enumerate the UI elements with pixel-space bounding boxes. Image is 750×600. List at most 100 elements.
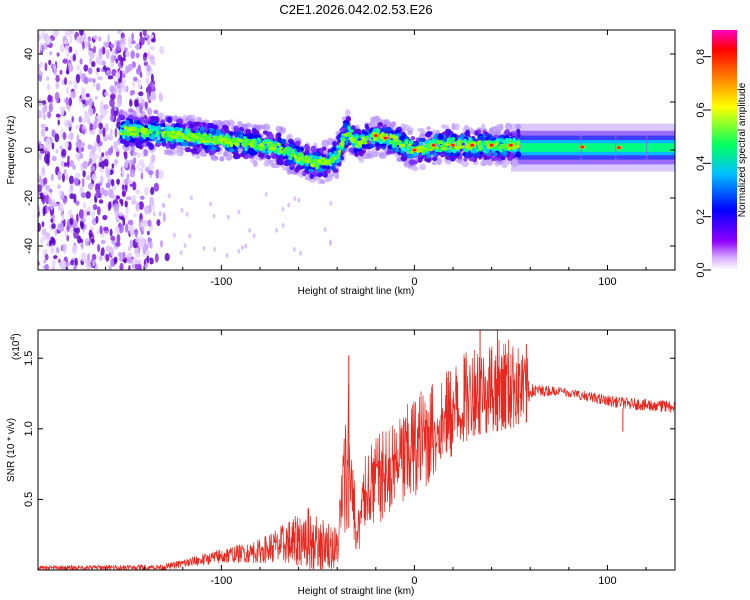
spectrogram-ridge-cell (195, 153, 201, 159)
spectrogram-ridge-cell (424, 143, 429, 147)
spectrogram-ridge-cell (304, 143, 309, 150)
spectrogram-noise-cell (83, 209, 89, 218)
spectrogram-noise-cell (49, 51, 53, 56)
colorbar-tick-label: 0.2 (695, 209, 707, 224)
spectrogram-ridge-cell (417, 149, 421, 153)
spectrogram-ridge-cell (431, 161, 437, 166)
spectrogram-ridge-cell (286, 148, 291, 153)
spectrogram-noise-cell (95, 215, 99, 224)
spectrogram-noise-cell (134, 247, 140, 256)
snr-y-tick-label: 0.5 (23, 492, 35, 507)
spectrogram-noise-cell (68, 131, 74, 141)
spectrogram-noise-cell (58, 189, 63, 197)
spectrogram-noise-cell (83, 32, 87, 41)
spectrogram-noise-cell (81, 257, 86, 262)
spectrogram-noise-cell (127, 252, 132, 258)
spectrogram-ridge-cell (407, 143, 412, 147)
spectrogram-noise-cell (299, 250, 302, 256)
spectrogram-x-tick-label: -100 (210, 276, 232, 288)
spectrogram-noise-cell (69, 183, 74, 191)
spectrogram-ridge-cell (333, 151, 338, 155)
spectrogram-noise-cell (108, 75, 114, 80)
spectrogram-ridge-cell (432, 156, 438, 162)
spectrogram-ridge-cell (504, 143, 509, 147)
spectrogram-ridge-cell (480, 160, 488, 167)
spectrogram-ridge-cell (320, 159, 324, 163)
spectrogram-ridge-cell (215, 129, 222, 136)
spectrogram-noise-cell (45, 35, 51, 46)
spectrogram-noise-cell (40, 123, 46, 129)
spectrogram-noise-cell (65, 262, 71, 267)
spectrogram-ridge-cell (275, 125, 284, 133)
spectrogram-noise-cell (86, 211, 91, 216)
spectrogram-ridge-cell (227, 140, 232, 145)
spectrogram-noise-cell (98, 128, 103, 135)
spectrogram-noise-cell (63, 162, 68, 167)
spectrogram-ridge-cell (157, 125, 161, 130)
spectrogram-noise-cell (41, 106, 46, 114)
spectrogram-ridge-cell (161, 138, 167, 144)
spectrogram-ridge-cell (282, 166, 287, 171)
spectrogram-noise-cell (128, 264, 131, 270)
spectrogram-ridge-cell (448, 140, 452, 144)
spectrogram-ridge-cell (460, 133, 465, 139)
spectrogram-ridge-cell (423, 148, 427, 153)
spectrogram-noise-cell (103, 226, 109, 232)
spectrogram-noise-cell (105, 69, 111, 77)
spectrogram-noise-cell (135, 106, 140, 115)
spectrogram-peak (580, 145, 585, 149)
snr-x-tick-label: -100 (210, 575, 232, 587)
spectrogram-ridge-cell (515, 151, 521, 158)
spectrogram-noise-cell (88, 106, 94, 117)
spectrogram-noise-cell (83, 224, 87, 230)
spectrogram-noise-cell (82, 128, 86, 134)
spectrogram-noise-cell (75, 124, 81, 130)
spectrogram-noise-cell (80, 192, 87, 199)
spectrogram-noise-cell (76, 64, 80, 71)
spectrogram-noise-cell (149, 54, 155, 65)
spectrogram-noise-cell (69, 218, 74, 225)
spectrogram-noise-cell (64, 44, 69, 52)
spectrogram-noise-cell (131, 200, 136, 205)
spectrogram-ridge-cell (170, 126, 175, 131)
spectrogram-x-tick-label: 100 (598, 276, 616, 288)
spectrogram-noise-cell (48, 59, 52, 66)
spectrogram-noise-cell (43, 191, 48, 196)
spectrogram-ridge-cell (340, 137, 345, 142)
spectrogram-ridge-cell (136, 120, 141, 125)
spectrogram-ridge-cell (226, 143, 230, 148)
spectrogram-noise-cell (79, 238, 84, 243)
spectrogram-peak (617, 146, 621, 149)
spectrogram-ridge-cell (391, 121, 397, 128)
spectrogram-ridge-cell (454, 123, 460, 131)
spectrogram-ridge-cell (513, 142, 518, 146)
spectrogram-noise-cell (237, 248, 241, 254)
spectrogram-noise-cell (159, 239, 164, 248)
spectrogram-x-tick-label: 0 (411, 276, 417, 288)
spectrogram-ridge-cell (375, 146, 381, 151)
spectrogram-ridge-cell (463, 138, 467, 143)
spectrogram-noise-cell (96, 189, 101, 199)
spectrogram-ridge-cell (404, 140, 409, 145)
spectrogram-noise-cell (68, 30, 75, 35)
spectrogram-ridge-cell (332, 141, 338, 147)
spectrogram-ridge-cell (262, 146, 266, 150)
spectrogram-noise-cell (76, 213, 79, 223)
spectrogram-noise-cell (61, 212, 65, 222)
spectrogram-ridge-cell (299, 146, 304, 152)
spectrogram-noise-cell (56, 184, 62, 190)
spectrogram-noise-cell (99, 105, 105, 115)
spectrogram-noise-cell (147, 83, 152, 90)
spectrogram-ridge-cell (478, 146, 482, 151)
spectrogram-ridge-cell (361, 129, 366, 135)
spectrogram-noise-cell (61, 148, 67, 157)
spectrogram-noise-cell (95, 83, 101, 91)
spectrogram-noise-cell (237, 209, 241, 215)
spectrogram-noise-cell (109, 128, 113, 135)
spectrogram-noise-cell (92, 156, 97, 164)
spectrogram-noise-cell (130, 50, 135, 59)
spectrogram-ridge-cell (162, 135, 167, 139)
spectrogram-noise-cell (115, 147, 120, 152)
spectrogram-ridge-cell (222, 142, 226, 146)
